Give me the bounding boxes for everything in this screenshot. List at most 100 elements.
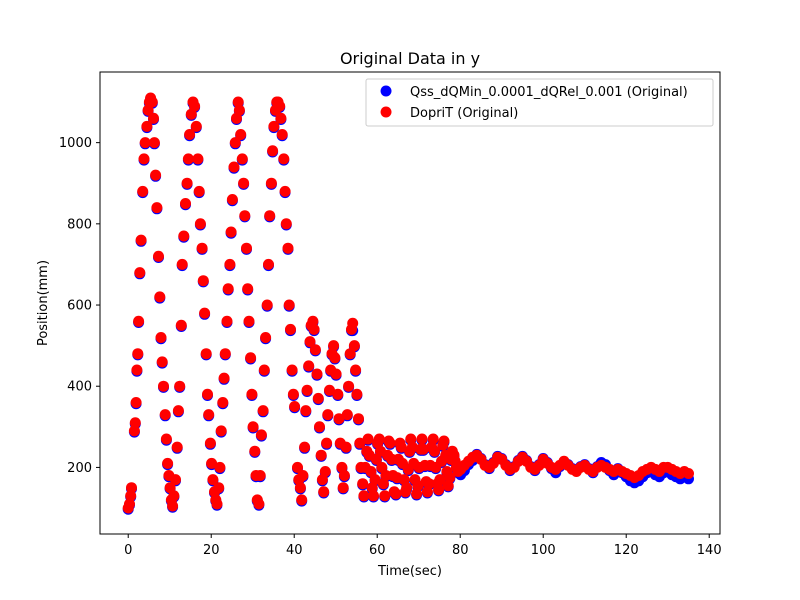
data-point	[287, 388, 299, 400]
data-point	[354, 437, 366, 449]
data-point	[242, 283, 254, 295]
data-point	[221, 315, 233, 327]
data-point	[151, 202, 163, 214]
data-point	[172, 405, 184, 417]
data-point	[343, 380, 355, 392]
data-point	[134, 267, 146, 279]
data-point	[193, 185, 205, 197]
data-point	[131, 364, 143, 376]
data-point	[376, 461, 388, 473]
data-point	[312, 392, 324, 404]
data-point	[174, 380, 186, 392]
data-point	[265, 177, 277, 189]
data-point	[162, 457, 174, 469]
data-point	[155, 332, 167, 343]
data-point	[369, 474, 381, 486]
data-point	[126, 482, 137, 494]
data-point	[200, 348, 212, 360]
data-point	[264, 210, 276, 222]
data-point	[190, 120, 202, 132]
data-point	[337, 482, 349, 494]
y-tick-label: 600	[67, 299, 92, 314]
data-point	[416, 433, 428, 445]
data-point	[206, 457, 218, 469]
data-point	[241, 242, 252, 254]
data-point	[182, 153, 194, 165]
data-point	[308, 323, 320, 335]
data-point	[357, 478, 369, 490]
data-point	[197, 275, 209, 287]
data-point	[146, 96, 158, 108]
data-point	[332, 388, 344, 400]
data-point	[292, 461, 303, 473]
data-point	[341, 409, 353, 421]
data-point	[253, 498, 265, 510]
data-point	[423, 478, 435, 490]
data-point	[233, 104, 245, 116]
data-point	[338, 470, 350, 481]
data-point	[214, 461, 226, 473]
data-point	[358, 490, 370, 502]
data-point	[319, 466, 331, 477]
x-tick-label: 120	[614, 543, 639, 558]
data-point	[347, 317, 359, 329]
data-point	[268, 120, 280, 132]
data-point	[407, 441, 418, 453]
data-point	[350, 364, 362, 376]
data-point	[178, 230, 190, 242]
y-tick-label: 1000	[59, 136, 92, 151]
data-point	[379, 490, 391, 502]
data-point	[255, 429, 267, 441]
data-point	[683, 468, 694, 479]
data-point	[318, 486, 330, 498]
data-point	[286, 364, 298, 376]
y-tick-label: 200	[67, 461, 92, 476]
data-point	[207, 474, 219, 486]
x-tick-label: 80	[452, 543, 469, 558]
data-point	[224, 258, 236, 270]
data-point	[351, 388, 363, 400]
data-point	[243, 315, 255, 327]
data-point	[324, 384, 335, 396]
data-point	[218, 372, 230, 384]
data-point	[128, 425, 140, 437]
data-point	[321, 437, 333, 449]
data-point	[124, 498, 135, 510]
data-point	[235, 129, 247, 140]
data-point	[330, 368, 342, 380]
data-point	[239, 210, 251, 222]
data-point	[219, 348, 231, 360]
data-point	[301, 384, 313, 396]
x-tick-label: 100	[531, 543, 556, 558]
data-point	[156, 356, 168, 368]
data-point	[148, 112, 159, 124]
data-point	[194, 218, 206, 230]
data-point	[333, 413, 345, 425]
chart-title: Original Data in y	[340, 49, 480, 68]
data-point	[294, 482, 306, 494]
data-point	[433, 484, 445, 496]
data-point	[215, 425, 227, 437]
data-point	[267, 145, 279, 157]
data-point	[282, 242, 294, 254]
data-point	[434, 474, 446, 486]
data-point	[438, 435, 450, 447]
data-point	[158, 380, 169, 392]
data-point	[175, 319, 187, 331]
y-tick-label: 800	[67, 217, 92, 232]
x-axis: 0 20 40 60 80 100 120 140	[124, 534, 722, 558]
x-tick-label: 0	[124, 543, 132, 558]
data-point	[176, 258, 188, 270]
data-point	[199, 307, 211, 319]
data-point	[309, 344, 321, 356]
legend-marker-dopri	[380, 106, 392, 118]
data-point	[132, 348, 144, 360]
data-point	[280, 218, 292, 230]
x-tick-label: 40	[286, 543, 303, 558]
data-point	[285, 323, 296, 335]
data-point	[373, 433, 385, 445]
data-point	[249, 445, 261, 457]
data-point	[213, 482, 225, 494]
data-point	[395, 441, 407, 453]
